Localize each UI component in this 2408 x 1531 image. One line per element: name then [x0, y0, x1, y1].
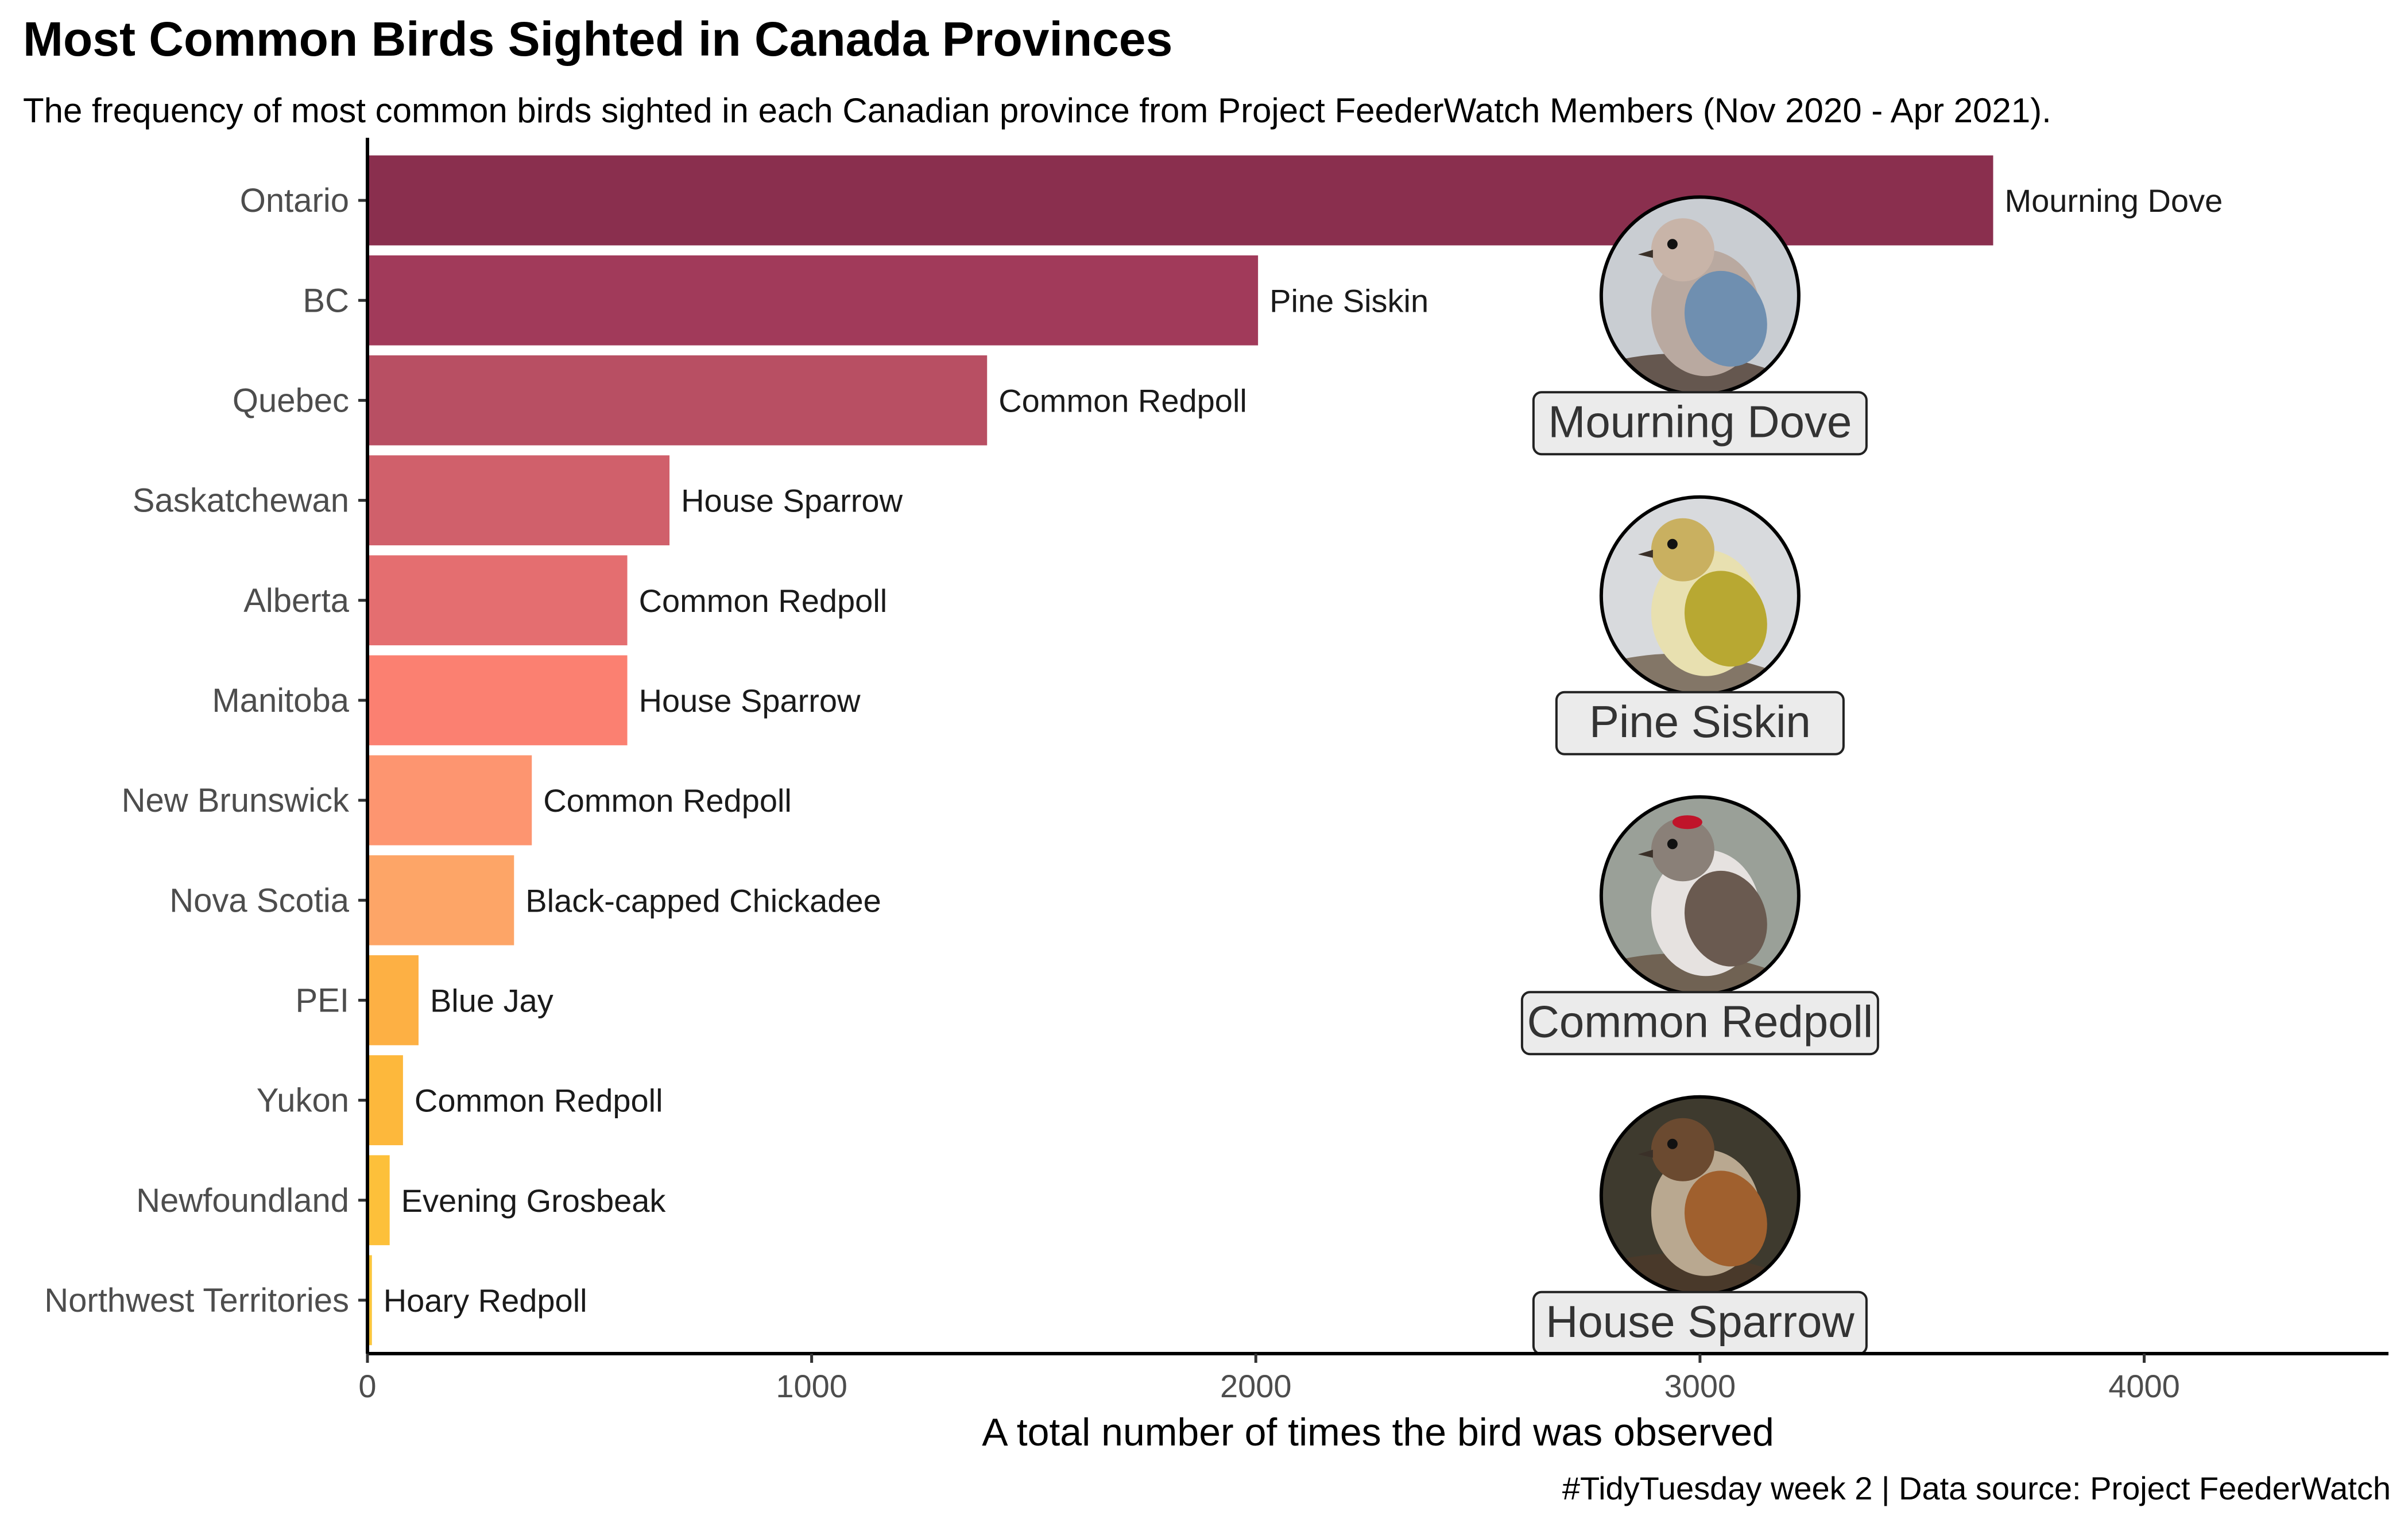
pine-siskin-icon: [1599, 495, 1801, 696]
chart-subtitle: The frequency of most common birds sight…: [23, 91, 2051, 130]
bar-label-manitoba: House Sparrow: [639, 683, 861, 719]
bar-label-nova-scotia: Black-capped Chickadee: [525, 882, 881, 918]
bird-caption-pine-siskin: Pine Siskin: [1555, 691, 1845, 755]
bar-label-pei: Blue Jay: [430, 982, 553, 1018]
bar-label-ontario: Mourning Dove: [2004, 183, 2223, 219]
bird-caption-mourning-dove: Mourning Dove: [1532, 391, 1868, 456]
bar-label-bc: Pine Siskin: [1269, 282, 1428, 319]
chart-caption: #TidyTuesday week 2 | Data source: Proje…: [1562, 1470, 2391, 1506]
y-tick-label-alberta: Alberta: [243, 582, 350, 619]
x-tick-label-0: 0: [358, 1368, 376, 1404]
common-redpoll-icon: [1599, 795, 1801, 997]
bar-quebec: [367, 355, 988, 445]
bar-label-newfoundland: Evening Grosbeak: [401, 1183, 667, 1219]
x-tick-label-1000: 1000: [776, 1368, 847, 1404]
x-tick-label-3000: 3000: [1664, 1368, 1736, 1404]
bar-pei: [367, 955, 419, 1045]
bar-labels-layer: Mourning Dove Pine Siskin Common Redpoll Ho…: [384, 183, 2223, 1319]
bar-newfoundland: [367, 1155, 390, 1246]
bar-yukon: [367, 1055, 403, 1145]
x-tick-label-2000: 2000: [1220, 1368, 1292, 1404]
y-tick-label-newfoundland: Newfoundland: [136, 1182, 349, 1219]
svg-text:Mourning Dove: Mourning Dove: [1548, 396, 1852, 447]
bar-label-yukon: Common Redpoll: [415, 1083, 663, 1119]
svg-text:House Sparrow: House Sparrow: [1546, 1296, 1855, 1347]
y-tick-label-saskatchewan: Saskatchewan: [133, 482, 349, 520]
y-tick-label-bc: BC: [303, 282, 349, 319]
x-tick-label-4000: 4000: [2108, 1368, 2180, 1404]
bird-images-layer: Mourning Dove Pine Siskin Common Redpoll Ho…: [1520, 195, 1879, 1355]
bar-label-saskatchewan: House Sparrow: [681, 483, 903, 519]
bar-alberta: [367, 555, 628, 646]
bar-saskatchewan: [367, 455, 670, 545]
y-tick-label-pei: PEI: [296, 982, 350, 1019]
bar-label-quebec: Common Redpoll: [998, 382, 1247, 418]
chart-title: Most Common Birds Sighted in Canada Prov…: [23, 12, 1173, 66]
mourning-dove-icon: [1599, 195, 1801, 397]
y-tick-label-northwest-territories: Northwest Territories: [44, 1282, 349, 1319]
x-axis-title: A total number of times the bird was obs…: [982, 1410, 1774, 1454]
bar-manitoba: [367, 655, 628, 746]
bar-label-northwest-territories: Hoary Redpoll: [384, 1282, 587, 1319]
y-tick-label-nova-scotia: Nova Scotia: [169, 882, 349, 919]
y-tick-label-manitoba: Manitoba: [212, 682, 349, 719]
bar-bc: [367, 255, 1259, 346]
y-tick-label-ontario: Ontario: [240, 182, 349, 219]
bar-northwest-territories: [367, 1255, 372, 1346]
bar-new-brunswick: [367, 755, 532, 846]
y-tick-label-new-brunswick: New Brunswick: [122, 782, 350, 819]
bar-label-new-brunswick: Common Redpoll: [543, 782, 792, 819]
bar-nova-scotia: [367, 855, 514, 945]
house-sparrow-icon: [1599, 1095, 1801, 1296]
svg-text:Pine Siskin: Pine Siskin: [1589, 696, 1811, 747]
bird-caption-common-redpoll: Common Redpoll: [1520, 991, 1879, 1056]
svg-text:Common Redpoll: Common Redpoll: [1527, 996, 1873, 1046]
bar-label-alberta: Common Redpoll: [639, 583, 888, 619]
bird-caption-house-sparrow: House Sparrow: [1532, 1290, 1868, 1355]
axes-layer: Ontario BC Quebec Saskatchewan Alberta Manito…: [44, 138, 2388, 1404]
y-tick-label-quebec: Quebec: [233, 382, 349, 419]
y-tick-label-yukon: Yukon: [257, 1082, 349, 1119]
